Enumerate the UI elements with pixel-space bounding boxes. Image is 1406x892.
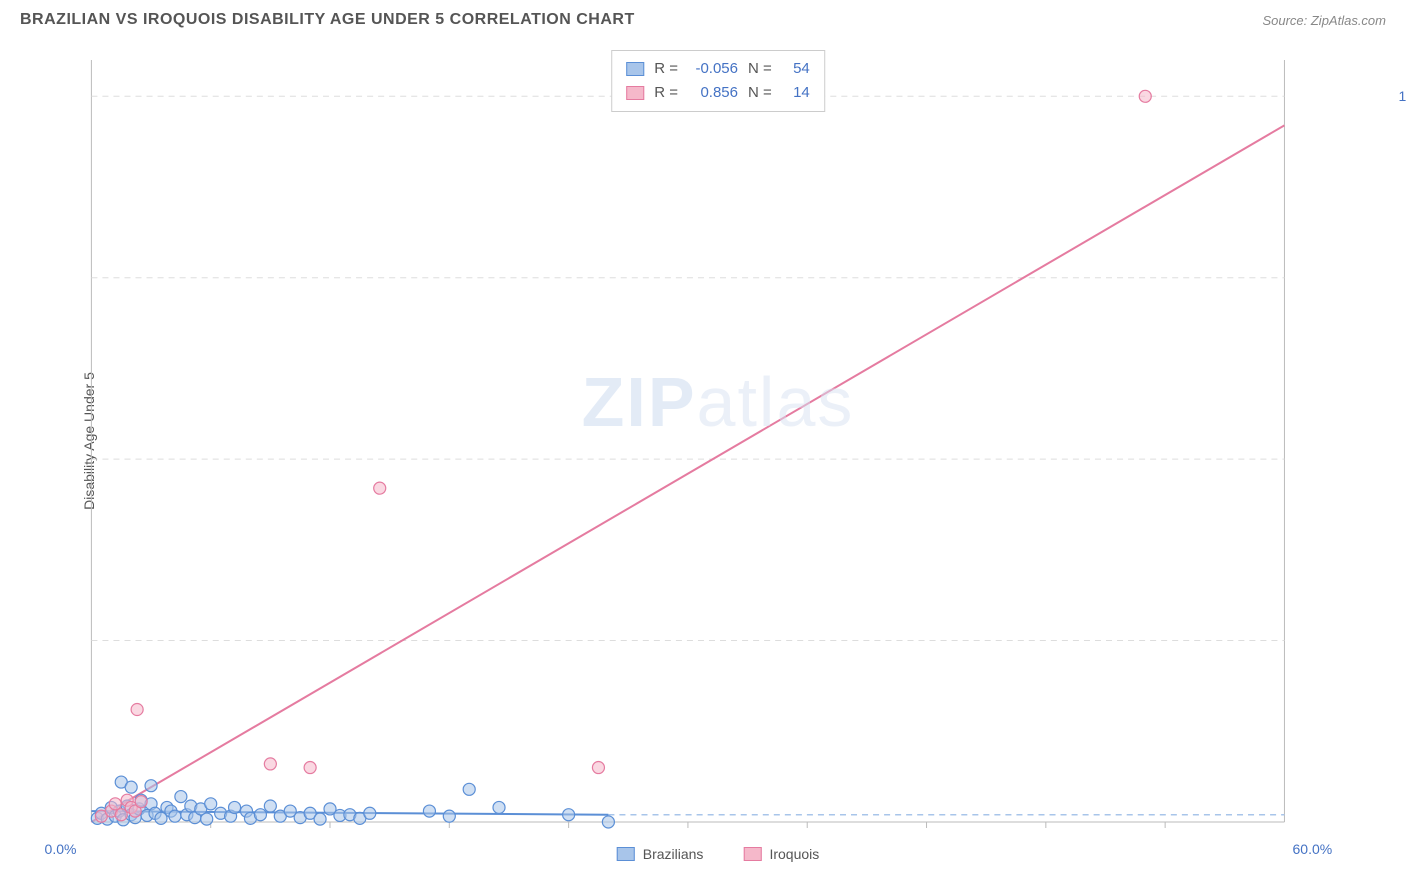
legend-swatch [743, 847, 761, 861]
source-prefix: Source: [1262, 13, 1310, 28]
scatter-plot [50, 50, 1386, 832]
x-tick-label: 0.0% [45, 841, 77, 857]
legend-n-value: 54 [782, 57, 810, 81]
legend-row: R = -0.056 N = 54 [626, 57, 810, 81]
legend-r-value: 0.856 [688, 81, 738, 105]
series-legend-item: Iroquois [743, 846, 819, 862]
source-name: ZipAtlas.com [1311, 13, 1386, 28]
series-legend-item: Brazilians [617, 846, 704, 862]
source-attribution: Source: ZipAtlas.com [1262, 13, 1386, 28]
legend-swatch [626, 86, 644, 100]
legend-n-label: N = [748, 81, 772, 105]
correlation-legend: R = -0.056 N = 54 R = 0.856 N = 14 [611, 50, 825, 112]
chart-title: BRAZILIAN VS IROQUOIS DISABILITY AGE UND… [20, 11, 635, 29]
legend-r-label: R = [654, 81, 678, 105]
legend-n-label: N = [748, 57, 772, 81]
legend-swatch [626, 62, 644, 76]
chart-area: Disability Age Under 5 ZIPatlas R =-0.05… [50, 50, 1386, 832]
series-name: Iroquois [769, 846, 819, 862]
series-legend: Brazilians Iroquois [617, 846, 820, 862]
legend-r-value: -0.056 [688, 57, 738, 81]
series-name: Brazilians [643, 846, 704, 862]
legend-row: R = 0.856 N = 14 [626, 81, 810, 105]
legend-swatch [617, 847, 635, 861]
y-tick-label: 100.0% [1399, 88, 1406, 104]
x-tick-label: 60.0% [1293, 841, 1333, 857]
legend-n-value: 14 [782, 81, 810, 105]
chart-header: BRAZILIAN VS IROQUOIS DISABILITY AGE UND… [0, 0, 1406, 40]
legend-r-label: R = [654, 57, 678, 81]
